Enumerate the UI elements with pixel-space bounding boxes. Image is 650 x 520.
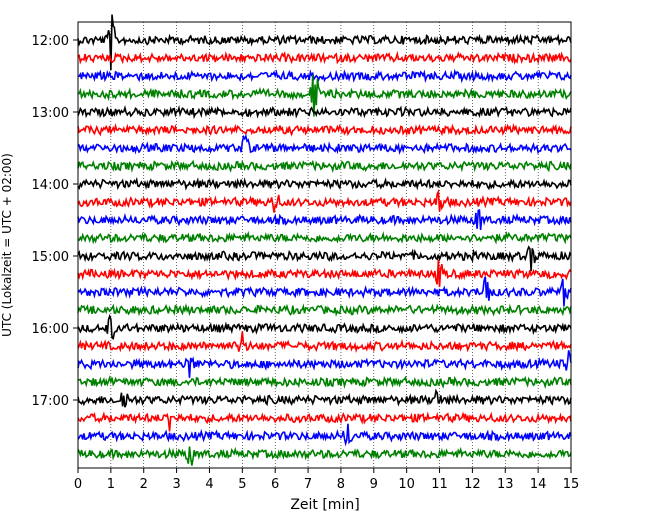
x-axis-ticks: 0 1 2 3 4 5 6 7 8 9 10 11 12 13 14 15 — [74, 468, 579, 492]
x-tick-label: 5 — [238, 477, 246, 492]
x-tick-label: 12 — [464, 477, 481, 492]
x-tick-label: 2 — [140, 477, 148, 492]
trace-1530 — [77, 276, 572, 307]
x-tick-label: 7 — [304, 477, 312, 492]
x-tick-label: 9 — [370, 477, 378, 492]
trace-1200 — [77, 14, 572, 71]
x-tick-label: 14 — [530, 477, 547, 492]
x-tick-label: 1 — [107, 477, 115, 492]
trace-1230 — [77, 68, 572, 84]
trace-1515 — [77, 259, 572, 288]
x-tick-label: 3 — [172, 477, 180, 492]
x-tick-label: 15 — [563, 477, 580, 492]
seismic-traces — [77, 14, 572, 466]
trace-1400 — [77, 176, 572, 191]
trace-1345 — [77, 159, 572, 174]
x-tick-label: 0 — [74, 477, 82, 492]
trace-1245 — [77, 74, 572, 117]
y-tick-label: 15:00 — [32, 250, 69, 265]
trace-1215 — [77, 50, 572, 65]
vertical-grid — [110, 22, 539, 468]
trace-1545 — [77, 302, 572, 318]
trace-1600 — [77, 313, 572, 340]
y-tick-label: 12:00 — [32, 34, 69, 49]
trace-1700 — [77, 388, 572, 408]
y-tick-label: 17:00 — [32, 394, 69, 409]
trace-1745 — [77, 446, 572, 466]
trace-1645 — [77, 375, 572, 390]
x-tick-label: 13 — [497, 477, 514, 492]
y-tick-label: 16:00 — [32, 322, 69, 337]
y-tick-label: 13:00 — [32, 106, 69, 121]
x-tick-label: 6 — [271, 477, 279, 492]
trace-1715 — [77, 411, 572, 432]
trace-1430 — [77, 209, 572, 231]
plot-frame — [77, 21, 572, 469]
x-tick-label: 11 — [431, 477, 448, 492]
trace-1330 — [77, 133, 572, 155]
y-axis-ticks: 12:00 13:00 14:00 15:00 16:00 17:00 — [32, 34, 78, 409]
y-axis-label: UTC (Lokalzeit = UTC + 02:00) — [0, 153, 14, 337]
trace-1730 — [77, 423, 572, 447]
x-tick-label: 4 — [205, 477, 213, 492]
y-tick-label: 14:00 — [32, 178, 69, 193]
trace-1500 — [77, 245, 572, 272]
trace-1315 — [77, 122, 572, 137]
trace-1445 — [77, 230, 572, 245]
trace-1615 — [77, 331, 572, 354]
trace-1630 — [77, 350, 572, 378]
x-tick-label: 8 — [337, 477, 345, 492]
x-tick-label: 10 — [398, 477, 415, 492]
trace-1300 — [77, 105, 572, 120]
x-axis-label: Zeit [min] — [290, 497, 359, 513]
trace-1415 — [77, 189, 572, 213]
